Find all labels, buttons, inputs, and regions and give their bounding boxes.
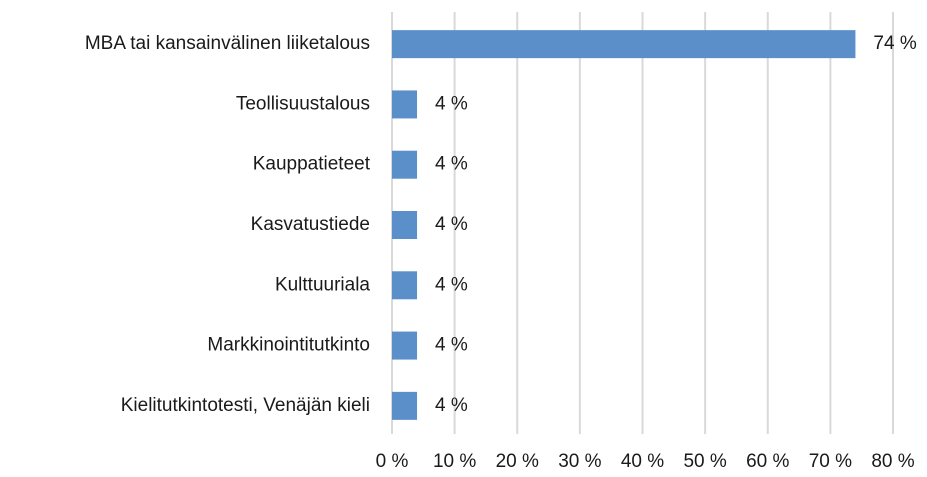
x-tick-label: 80 %: [871, 451, 914, 472]
y-tick-label: Kasvatustiede: [251, 214, 370, 235]
y-tick-label: Kauppatieteet: [253, 154, 371, 175]
data-label: 4 %: [435, 335, 468, 356]
bar: [392, 30, 856, 59]
x-tick-label: 50 %: [683, 451, 726, 472]
x-tick-label: 10 %: [433, 451, 476, 472]
y-tick-label: Kulttuuriala: [275, 274, 370, 295]
x-tick-label: 40 %: [621, 451, 664, 472]
x-tick-label: 70 %: [809, 451, 852, 472]
y-tick-label: Kielitutkintotesti, Venäjän kieli: [121, 395, 370, 416]
data-label: 4 %: [435, 274, 468, 295]
data-label: 4 %: [435, 395, 468, 416]
data-label: 4 %: [435, 154, 468, 175]
data-label: 4 %: [435, 214, 468, 235]
x-tick-label: 20 %: [496, 451, 539, 472]
x-tick-label: 30 %: [558, 451, 601, 472]
bar: [392, 271, 418, 300]
bar: [392, 391, 418, 420]
y-tick-label: Markkinointitutkinto: [207, 335, 370, 356]
bar: [392, 211, 418, 239]
bar: [392, 90, 418, 119]
data-label: 74 %: [873, 33, 916, 54]
x-tick-label: 60 %: [746, 451, 789, 472]
y-tick-label: Teollisuustalous: [236, 93, 370, 114]
y-tick-label: MBA tai kansainvälinen liiketalous: [85, 33, 370, 54]
data-label: 4 %: [435, 93, 468, 114]
bar: [392, 331, 418, 360]
x-tick-label: 0 %: [376, 451, 409, 472]
bar: [392, 150, 418, 179]
